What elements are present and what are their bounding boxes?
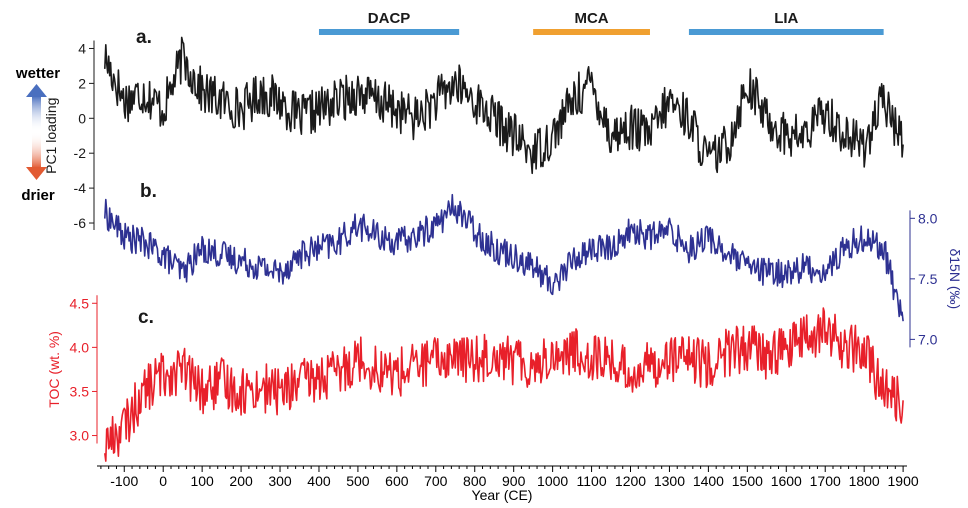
wetter-arrowhead <box>26 84 47 97</box>
x-tick-label: 500 <box>346 473 370 489</box>
x-tick-label: 1600 <box>771 473 802 489</box>
y-tick-label: -6 <box>74 215 87 231</box>
x-axis-title: Year (CE) <box>472 487 533 503</box>
x-tick-label: 0 <box>159 473 167 489</box>
drier-arrowhead <box>26 167 47 180</box>
y-tick-label: 0 <box>78 110 86 126</box>
x-tick-label: 700 <box>424 473 448 489</box>
y-tick-label: 4 <box>78 40 86 56</box>
axes: 4 2 0 -2 -4 -6 PC1 loading a. 8.0 7.5 7.0 δ15N (‰) b… <box>43 27 963 503</box>
x-tick-label: 1800 <box>849 473 880 489</box>
x-tick-label: 1100 <box>577 473 607 489</box>
y-tick-label: 2 <box>78 75 86 91</box>
y-tick-label: 3.0 <box>70 428 90 444</box>
x-tick-label: 600 <box>385 473 409 489</box>
drier-label: drier <box>21 187 55 204</box>
x-tick-label: 200 <box>229 473 253 489</box>
x-tick-label: 1400 <box>693 473 724 489</box>
period-bar-mca <box>533 29 650 35</box>
period-bars: DACP MCA LIA <box>318 10 884 35</box>
moisture-arrow-legend: wetter drier <box>15 65 60 204</box>
wetter-label: wetter <box>15 65 60 82</box>
y-tick-label: 4.5 <box>70 295 90 311</box>
period-label-lia: LIA <box>774 10 798 27</box>
panel-1-y-axis-title: PC1 loading <box>43 98 59 174</box>
y-tick-label: 8.0 <box>918 210 938 226</box>
panel-2-y-axis-title: δ15N (‰) <box>947 248 963 309</box>
x-tick-label: 100 <box>190 473 214 489</box>
period-label-mca: MCA <box>574 10 608 27</box>
x-tick-label: 900 <box>502 473 526 489</box>
x-tick-label: 1700 <box>810 473 841 489</box>
x-tick-label: 400 <box>307 473 331 489</box>
series-lines <box>104 36 904 462</box>
panel-3-y-axis-title: TOC (wt. %) <box>46 331 62 408</box>
period-bar-dacp <box>318 29 460 35</box>
x-tick-label: 800 <box>463 473 487 489</box>
drier-arrow-shaft <box>32 132 41 168</box>
x-tick-label: 1200 <box>615 473 646 489</box>
wetter-arrow-shaft <box>32 96 41 132</box>
y-tick-label: -2 <box>74 145 87 161</box>
x-tick-label: 300 <box>268 473 292 489</box>
y-tick-label: 4.0 <box>70 339 90 355</box>
period-bar-lia <box>688 29 884 35</box>
panel-3-series-line <box>104 307 904 462</box>
panel-1-series-line <box>104 36 904 175</box>
period-label-dacp: DACP <box>368 10 411 27</box>
x-tick-label: 1000 <box>537 473 568 489</box>
y-tick-label: 3.5 <box>70 383 90 399</box>
y-tick-label: -4 <box>74 180 87 196</box>
x-tick-label: 1500 <box>732 473 763 489</box>
panel-1-letter: a. <box>136 27 152 48</box>
panel-2-letter: b. <box>140 181 157 202</box>
x-tick-label: 1900 <box>888 473 919 489</box>
y-tick-label: 7.5 <box>918 271 938 287</box>
x-tick-label: 1300 <box>654 473 685 489</box>
x-tick-label: -100 <box>110 473 138 489</box>
panel-3-letter: c. <box>138 307 154 328</box>
panel-2-series-line <box>104 193 904 322</box>
y-tick-label: 7.0 <box>918 331 938 347</box>
